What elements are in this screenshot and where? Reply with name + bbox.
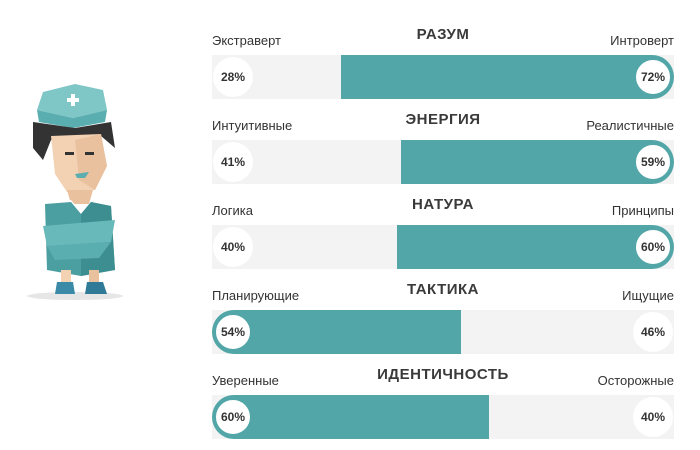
trait-fill-bar	[401, 140, 674, 184]
trait-left-label: Экстраверт	[212, 33, 281, 48]
trait-nature: Логика НАТУРА Принципы 40% 60%	[212, 196, 674, 269]
trait-fill-bar	[341, 55, 674, 99]
trait-title: ИДЕНТИЧНОСТЬ	[377, 366, 509, 383]
trait-identity: Уверенные ИДЕНТИЧНОСТЬ Осторожные 60% 40…	[212, 366, 674, 439]
trait-right-label: Осторожные	[597, 373, 674, 388]
trait-right-label: Ищущие	[622, 288, 674, 303]
trait-energy: Интуитивные ЭНЕРГИЯ Реалистичные 41% 59%	[212, 111, 674, 184]
trait-title: ЭНЕРГИЯ	[405, 111, 481, 128]
trait-right-label: Реалистичные	[586, 118, 674, 133]
trait-left-label: Уверенные	[212, 373, 279, 388]
trait-title: ТАКТИКА	[406, 281, 480, 298]
trait-left-percent: 41%	[213, 142, 253, 182]
trait-fill-bar	[396, 225, 674, 269]
trait-right-percent: 60%	[633, 227, 673, 267]
trait-right-percent: 59%	[633, 142, 673, 182]
trait-title: РАЗУМ	[416, 26, 470, 43]
trait-fill-bar	[212, 310, 462, 354]
trait-left-percent: 28%	[213, 57, 253, 97]
trait-right-label: Интроверт	[610, 33, 674, 48]
trait-right-label: Принципы	[611, 203, 674, 218]
trait-right-percent: 72%	[633, 57, 673, 97]
trait-right-percent: 46%	[633, 312, 673, 352]
trait-mind: Экстраверт РАЗУМ Интроверт 28% 72%	[212, 26, 674, 99]
trait-left-percent: 54%	[213, 312, 253, 352]
trait-left-label: Планирующие	[212, 288, 300, 303]
nurse-avatar-icon	[27, 84, 123, 300]
trait-left-percent: 40%	[213, 227, 253, 267]
trait-right-percent: 40%	[633, 397, 673, 437]
trait-left-percent: 60%	[213, 397, 253, 437]
trait-left-label: Интуитивные	[212, 118, 293, 133]
trait-left-label: Логика	[212, 203, 253, 218]
trait-tactics: Планирующие ТАКТИКА Ищущие 54% 46%	[212, 281, 674, 354]
trait-title: НАТУРА	[412, 196, 474, 213]
trait-fill-bar	[212, 395, 490, 439]
